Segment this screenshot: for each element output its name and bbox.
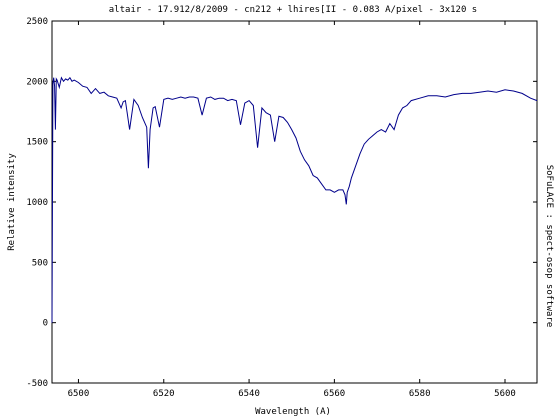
y-tick-label: 1000 (26, 198, 48, 208)
spectrum-line (51, 76, 538, 323)
x-tick-label: 6520 (153, 389, 175, 399)
x-axis-label: Wavelength (A) (255, 407, 331, 417)
y-axis-label: Relative intensity (7, 153, 17, 251)
x-tick-label: 6500 (68, 389, 90, 399)
y-axis-ticks: -500 0 500 1000 1500 2000 2500 (26, 17, 537, 389)
y-tick-label: -500 (26, 379, 48, 389)
chart-title: altair - 17.912/8/2009 - cn212 + lhires[… (109, 5, 477, 15)
x-tick-label: 6580 (409, 389, 431, 399)
y-tick-label: 2500 (26, 17, 48, 27)
y-tick-label: 0 (43, 319, 48, 329)
x-tick-label: 5600 (494, 389, 516, 399)
x-tick-label: 6540 (238, 389, 260, 399)
y-tick-label: 1500 (26, 138, 48, 148)
x-tick-label: 6560 (324, 389, 346, 399)
software-credit-label: SoFuLACE : spect-osop software (544, 165, 554, 328)
y-tick-label: 500 (32, 258, 48, 268)
x-axis-ticks: 6500 6520 6540 6560 6580 5600 (68, 21, 516, 399)
plot-frame (51, 20, 538, 384)
y-tick-label: 2000 (26, 77, 48, 87)
